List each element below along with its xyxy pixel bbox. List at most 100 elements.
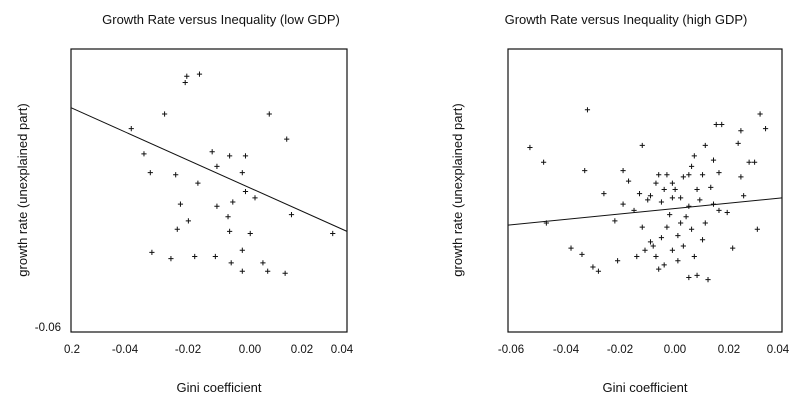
scatter-point-left-1 <box>184 73 190 79</box>
scatter-point-right-8 <box>590 264 596 270</box>
scatter-point-left-23 <box>185 218 191 224</box>
scatter-point-left-14 <box>214 163 220 169</box>
scatter-point-right-71 <box>754 226 760 232</box>
scatter-point-right-26 <box>656 266 662 272</box>
y-axis-label-left: growth rate (unexplained part) <box>15 103 30 276</box>
scatter-point-right-3 <box>584 107 591 113</box>
scatter-point-left-2 <box>196 71 203 77</box>
x-tick-label-left-2: -0.04 <box>112 344 139 356</box>
scatter-point-right-79 <box>634 253 640 260</box>
scatter-point-right-18 <box>639 142 645 149</box>
scatter-point-right-51 <box>697 197 703 203</box>
scatter-point-right-42 <box>683 214 689 220</box>
scatter-point-left-19 <box>177 201 184 207</box>
scatter-point-right-66 <box>738 128 744 134</box>
x-axis-label-right: Gini coefficient <box>602 380 687 395</box>
scatter-point-right-10 <box>601 191 607 197</box>
scatter-point-right-59 <box>710 201 717 207</box>
scatter-point-right-60 <box>713 121 719 128</box>
scatter-point-right-70 <box>752 159 758 165</box>
scatter-point-left-10 <box>173 172 179 178</box>
scatter-point-right-75 <box>650 243 656 249</box>
scatter-point-left-11 <box>209 149 215 155</box>
scatter-point-left-20 <box>230 199 236 205</box>
scatter-point-right-62 <box>719 121 725 128</box>
chart-panel-left: Growth Rate versus Inequality (low GDP) … <box>15 12 354 395</box>
scatter-point-right-29 <box>661 186 667 193</box>
scatter-point-right-53 <box>699 237 706 243</box>
chart-title-left: Growth Rate versus Inequality (low GDP) <box>102 12 340 27</box>
scatter-point-right-58 <box>710 157 717 163</box>
scatter-point-left-37 <box>288 212 295 218</box>
data-marks-left <box>70 71 348 276</box>
scatter-point-left-13 <box>242 153 249 159</box>
scatter-point-right-77 <box>669 180 675 186</box>
scatter-point-right-24 <box>653 253 659 260</box>
scatter-point-right-30 <box>661 262 667 268</box>
scatter-point-right-45 <box>688 163 695 169</box>
plot-frame-right <box>507 48 783 333</box>
scatter-point-left-29 <box>168 256 174 262</box>
scatter-point-left-38 <box>330 230 336 237</box>
scatter-point-right-16 <box>631 207 637 214</box>
scatter-point-right-1 <box>527 144 533 151</box>
x-tick-label-left-1: 0.2 <box>64 344 80 356</box>
scatter-point-right-56 <box>705 276 711 283</box>
scatter-point-right-64 <box>730 245 736 251</box>
scatter-point-left-36 <box>282 270 288 276</box>
scatter-point-right-48 <box>691 253 697 260</box>
scatter-point-left-18 <box>252 195 258 201</box>
scatter-point-right-63 <box>724 209 730 216</box>
scatter-point-left-16 <box>195 180 201 186</box>
scatter-point-right-32 <box>664 224 670 230</box>
scatter-point-right-43 <box>686 203 692 209</box>
fit-line-left <box>70 107 348 232</box>
scatter-point-right-31 <box>664 172 670 178</box>
scatter-point-right-28 <box>658 235 665 241</box>
scatter-point-right-25 <box>656 172 662 178</box>
scatter-point-right-36 <box>672 186 678 193</box>
scatter-point-right-35 <box>669 247 675 253</box>
scatter-point-right-22 <box>647 239 654 245</box>
scatter-point-left-5 <box>128 126 134 132</box>
scatter-point-right-78 <box>678 220 684 226</box>
scatter-point-right-69 <box>746 159 752 165</box>
scatter-point-right-2 <box>541 159 547 165</box>
y-axis-label-right: growth rate (unexplained part) <box>450 103 465 276</box>
fit-line-right <box>507 197 783 226</box>
scatter-point-left-26 <box>247 230 253 237</box>
scatter-point-right-65 <box>735 140 741 146</box>
scatter-point-left-35 <box>265 268 271 274</box>
scatter-point-left-27 <box>239 247 245 253</box>
scatter-point-right-61 <box>716 170 722 176</box>
x-tick-label-right-4: 0.00 <box>664 344 686 356</box>
scatter-point-right-7 <box>579 251 585 258</box>
scatter-point-right-27 <box>658 199 665 205</box>
scatter-point-right-19 <box>639 224 645 230</box>
scatter-point-right-68 <box>741 193 747 199</box>
x-tick-label-right-3: -0.02 <box>607 344 633 356</box>
scatter-point-right-73 <box>762 126 769 132</box>
scatter-point-right-21 <box>647 193 654 199</box>
scatter-point-right-34 <box>669 195 675 201</box>
x-axis-label-left: Gini coefficient <box>176 380 261 395</box>
x-tick-label-right-1: -0.06 <box>498 344 524 356</box>
x-tick-label-left-4: 0.00 <box>239 344 261 356</box>
scatter-point-right-47 <box>691 153 697 159</box>
scatter-point-left-33 <box>239 268 245 274</box>
scatter-point-right-12 <box>615 258 621 264</box>
chart-panel-right: Growth Rate versus Inequality (high GDP)… <box>450 12 790 395</box>
scatter-point-right-52 <box>699 172 706 178</box>
scatter-point-right-15 <box>625 178 632 184</box>
scatter-point-right-39 <box>678 195 684 201</box>
scatter-point-right-5 <box>543 220 549 226</box>
scatter-point-right-44 <box>686 274 692 281</box>
scatter-point-right-11 <box>612 218 618 224</box>
scatter-point-right-41 <box>680 243 686 249</box>
scatter-point-right-74 <box>686 172 692 178</box>
scatter-point-right-17 <box>636 191 643 197</box>
scatter-point-right-72 <box>757 111 763 117</box>
scatter-point-right-54 <box>702 142 708 149</box>
plot-frame-left <box>70 48 348 333</box>
